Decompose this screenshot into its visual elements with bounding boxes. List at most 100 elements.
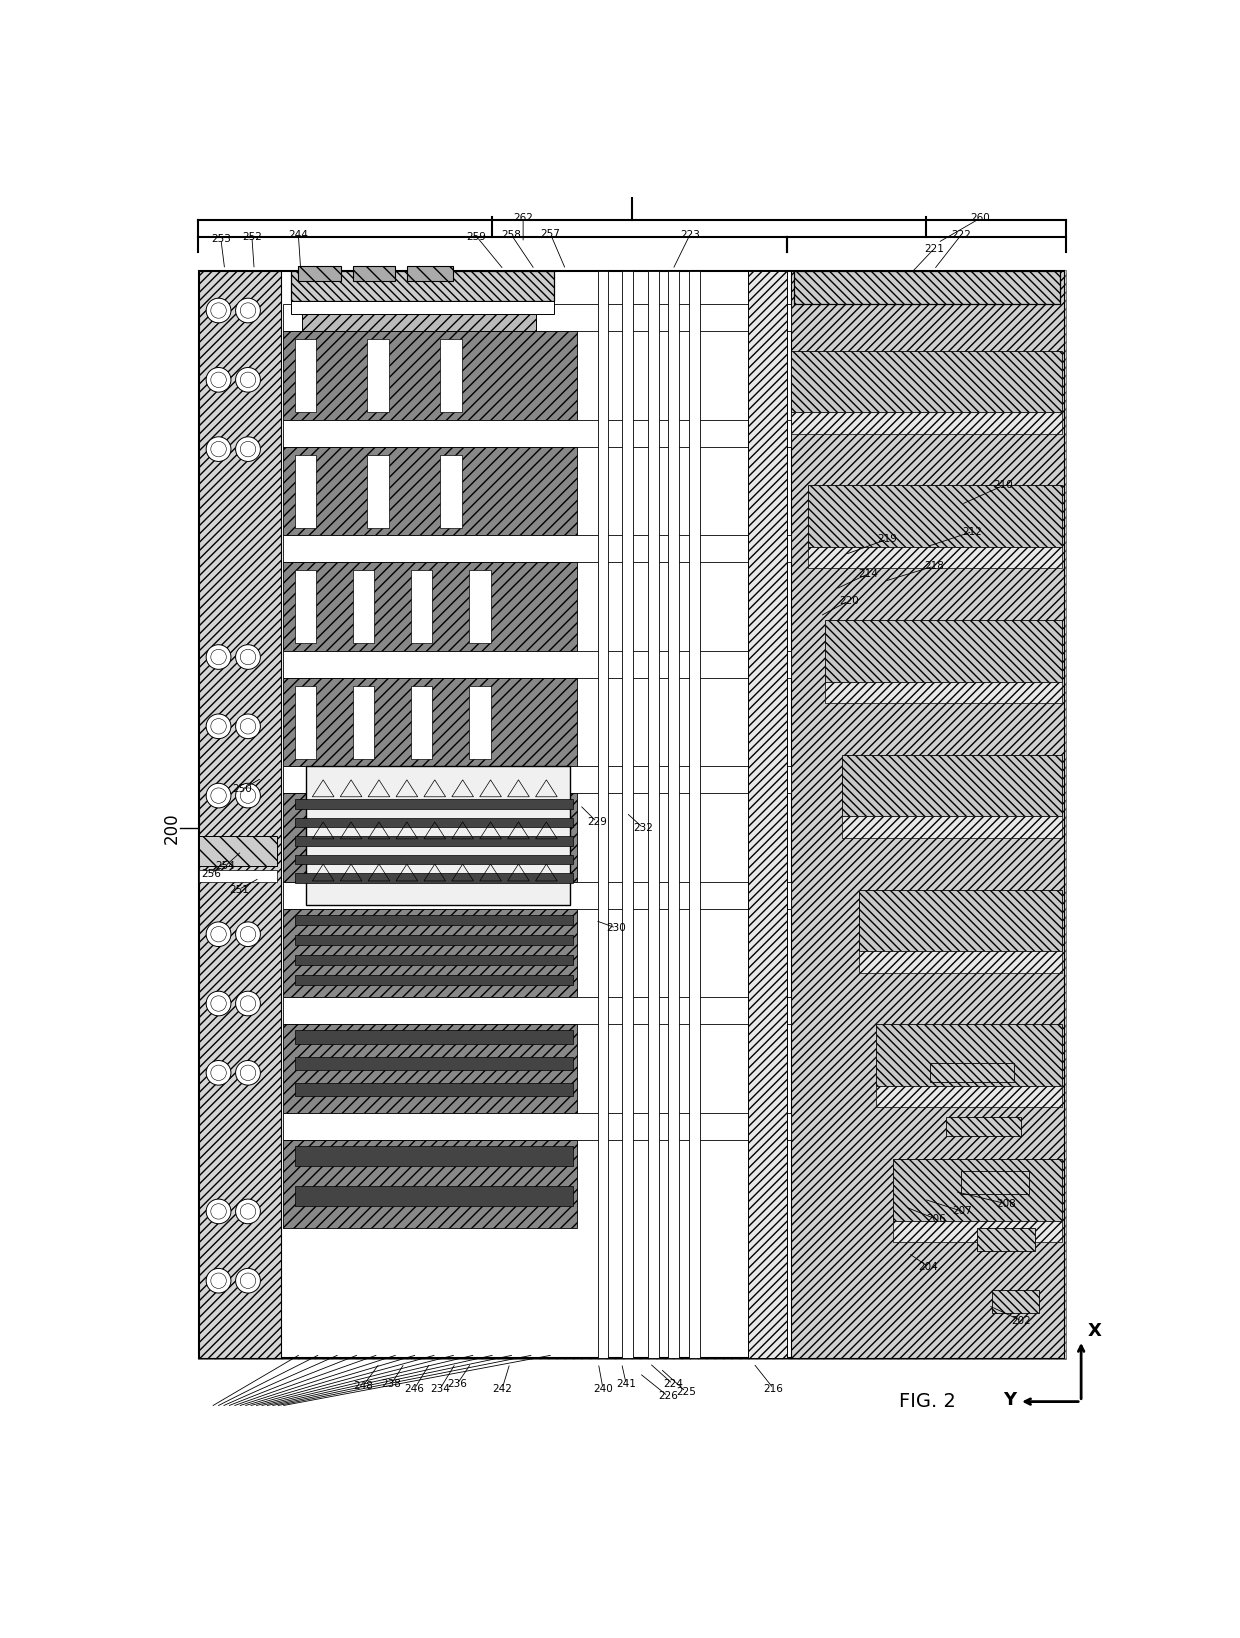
Circle shape bbox=[236, 367, 260, 391]
Bar bbox=[295, 1030, 573, 1043]
Text: 200: 200 bbox=[162, 812, 181, 844]
Text: 262: 262 bbox=[513, 213, 533, 223]
Bar bbox=[893, 1220, 1061, 1242]
Text: 207: 207 bbox=[952, 1207, 972, 1217]
Text: 224: 224 bbox=[662, 1379, 683, 1389]
Bar bbox=[875, 1024, 1061, 1086]
Text: 230: 230 bbox=[606, 924, 626, 934]
Bar bbox=[295, 799, 573, 809]
Text: 212: 212 bbox=[962, 526, 982, 537]
Bar bbox=[283, 650, 791, 678]
Bar bbox=[842, 755, 1061, 816]
Bar bbox=[295, 916, 573, 925]
Text: 241: 241 bbox=[616, 1379, 636, 1389]
Bar bbox=[283, 419, 791, 447]
Bar bbox=[283, 305, 791, 331]
Circle shape bbox=[206, 367, 231, 391]
Text: 204: 204 bbox=[919, 1261, 939, 1271]
Bar bbox=[295, 975, 573, 984]
Bar bbox=[295, 955, 573, 965]
Bar bbox=[306, 767, 569, 904]
Bar bbox=[858, 889, 1061, 952]
Text: X: X bbox=[1087, 1322, 1101, 1340]
Bar bbox=[290, 300, 554, 314]
Circle shape bbox=[236, 437, 260, 462]
Circle shape bbox=[206, 437, 231, 462]
Text: 253: 253 bbox=[211, 234, 231, 244]
Bar bbox=[283, 447, 577, 536]
Bar bbox=[290, 272, 554, 300]
Text: 232: 232 bbox=[634, 822, 653, 834]
Bar bbox=[807, 485, 1061, 547]
Circle shape bbox=[206, 783, 231, 808]
Circle shape bbox=[206, 1199, 231, 1224]
Bar bbox=[875, 1086, 1061, 1107]
Bar bbox=[283, 536, 791, 562]
Bar bbox=[842, 816, 1061, 839]
Circle shape bbox=[236, 783, 260, 808]
Text: 225: 225 bbox=[676, 1387, 696, 1397]
Text: 240: 240 bbox=[593, 1384, 613, 1394]
Circle shape bbox=[206, 714, 231, 739]
Bar bbox=[977, 1228, 1034, 1251]
Bar bbox=[469, 570, 491, 644]
Bar bbox=[649, 272, 658, 1358]
Bar bbox=[295, 817, 573, 827]
Circle shape bbox=[206, 922, 231, 947]
Text: 248: 248 bbox=[352, 1381, 373, 1391]
Bar bbox=[283, 678, 577, 767]
Text: 223: 223 bbox=[680, 229, 699, 241]
Bar bbox=[200, 272, 1064, 1358]
Bar bbox=[283, 562, 577, 650]
Text: 216: 216 bbox=[764, 1384, 784, 1394]
Bar bbox=[295, 339, 316, 413]
Text: 234: 234 bbox=[430, 1384, 450, 1394]
Bar bbox=[295, 1186, 573, 1206]
Bar bbox=[295, 1147, 573, 1166]
Text: 250: 250 bbox=[232, 785, 252, 794]
Bar bbox=[598, 272, 609, 1358]
Text: 242: 242 bbox=[492, 1384, 512, 1394]
Bar bbox=[689, 272, 699, 1358]
Bar bbox=[825, 681, 1061, 703]
Text: 208: 208 bbox=[996, 1199, 1016, 1209]
Circle shape bbox=[236, 1199, 260, 1224]
Bar bbox=[295, 686, 316, 758]
Text: 214: 214 bbox=[858, 568, 878, 578]
Text: 256: 256 bbox=[201, 870, 221, 880]
Bar bbox=[283, 1024, 577, 1112]
Bar bbox=[200, 272, 280, 1358]
Bar bbox=[469, 686, 491, 758]
Circle shape bbox=[236, 922, 260, 947]
Bar bbox=[893, 1160, 1061, 1220]
Bar bbox=[440, 339, 461, 413]
Text: 238: 238 bbox=[382, 1379, 402, 1389]
Bar bbox=[200, 835, 277, 867]
Bar bbox=[992, 1291, 1039, 1314]
Circle shape bbox=[236, 991, 260, 1016]
Bar bbox=[410, 570, 433, 644]
Bar bbox=[295, 1057, 573, 1070]
Bar bbox=[283, 793, 577, 881]
Bar bbox=[748, 272, 786, 1358]
Bar bbox=[367, 454, 389, 527]
Text: 221: 221 bbox=[924, 244, 944, 254]
Circle shape bbox=[236, 714, 260, 739]
Bar bbox=[283, 1140, 577, 1228]
Text: 202: 202 bbox=[1012, 1315, 1032, 1325]
Text: 244: 244 bbox=[289, 229, 309, 241]
Bar bbox=[367, 339, 389, 413]
Text: Y: Y bbox=[1003, 1391, 1017, 1409]
Bar bbox=[352, 686, 374, 758]
Bar bbox=[283, 881, 791, 909]
Text: 210: 210 bbox=[993, 480, 1013, 490]
Text: 219: 219 bbox=[878, 534, 898, 544]
Circle shape bbox=[236, 645, 260, 670]
Text: 229: 229 bbox=[587, 817, 606, 827]
Bar bbox=[945, 1117, 1022, 1137]
Text: 257: 257 bbox=[541, 229, 560, 239]
Bar bbox=[197, 270, 1065, 1360]
Bar bbox=[283, 909, 577, 998]
Circle shape bbox=[236, 1268, 260, 1292]
Text: 251: 251 bbox=[228, 885, 249, 894]
